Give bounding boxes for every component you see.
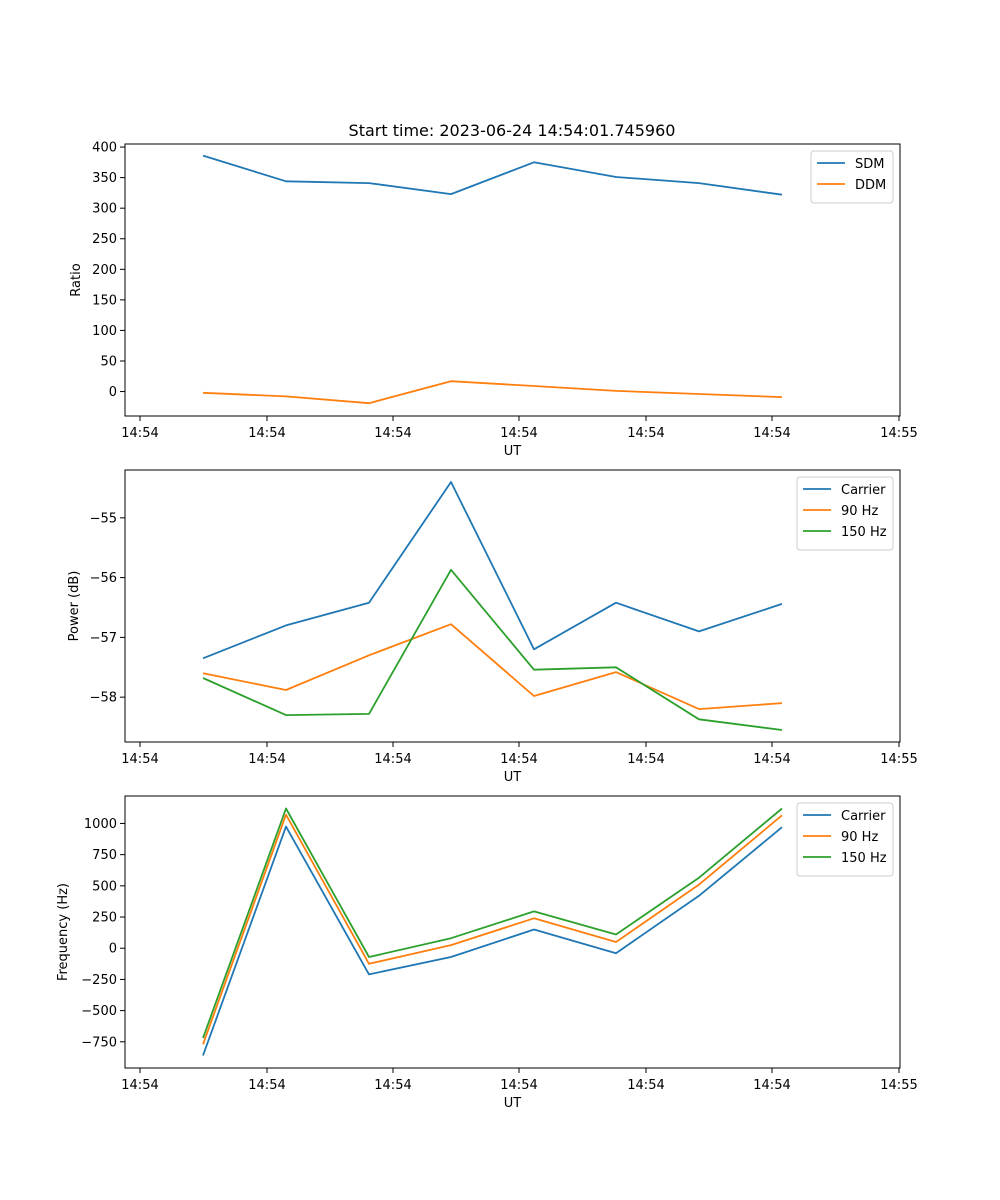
x-tick-label: 14:55 <box>880 1078 917 1093</box>
legend-label: DDM <box>855 178 886 193</box>
axes-frame <box>124 795 901 1069</box>
panel-1: 14:54 14:54 14:54 14:54 14:54 14:54 14:55 0 50 10… <box>69 141 918 459</box>
legend-label: 90 Hz <box>841 830 878 845</box>
x-tick-label: 14:54 <box>121 1078 158 1093</box>
x-tick-label: 14:54 <box>121 752 158 767</box>
y-tick-label: 1000 <box>84 817 117 832</box>
x-tick-label: 14:54 <box>374 1078 411 1093</box>
x-tick-label: 14:54 <box>753 1078 790 1093</box>
axes-frame <box>124 143 901 417</box>
x-axis-label: UT <box>504 444 522 459</box>
y-tick-label: −750 <box>81 1035 117 1050</box>
legend-label: 90 Hz <box>841 504 878 519</box>
series-line-ddm <box>202 380 783 405</box>
y-tick-label: 0 <box>109 942 117 957</box>
series-line-carrier <box>202 825 783 1056</box>
y-tick-label: 300 <box>92 202 117 217</box>
x-axis-label: UT <box>504 1096 522 1111</box>
x-tick-label: 14:54 <box>248 1078 285 1093</box>
x-tick-label: 14:54 <box>627 1078 664 1093</box>
y-tick-label: 400 <box>92 141 117 156</box>
y-axis-label: Frequency (Hz) <box>56 883 71 981</box>
y-tick-label: 100 <box>92 324 117 339</box>
y-tick-label: 0 <box>109 385 117 400</box>
legend-label: 150 Hz <box>841 525 887 540</box>
series-line-sdm <box>202 154 783 196</box>
x-tick-label: 14:54 <box>500 752 537 767</box>
series-line-carrier <box>202 481 783 660</box>
y-tick-label: 750 <box>92 848 117 863</box>
chart-title: Start time: 2023-06-24 14:54:01.745960 <box>349 121 676 140</box>
legend-label: SDM <box>855 157 884 172</box>
series-line-150-hz <box>202 568 783 731</box>
y-tick-label: 250 <box>92 911 117 926</box>
legend-box <box>810 150 894 204</box>
y-tick-label: 50 <box>100 354 117 369</box>
x-tick-label: 14:54 <box>500 426 537 441</box>
x-tick-label: 14:55 <box>880 752 917 767</box>
y-tick-label: 350 <box>92 171 117 186</box>
y-tick-label: 500 <box>92 879 117 894</box>
x-tick-label: 14:54 <box>374 752 411 767</box>
x-tick-label: 14:55 <box>880 426 917 441</box>
y-tick-label: −58 <box>90 691 117 706</box>
y-tick-label: 150 <box>92 293 117 308</box>
series-line-150-hz <box>202 807 783 1039</box>
x-tick-label: 14:54 <box>627 426 664 441</box>
x-tick-label: 14:54 <box>753 426 790 441</box>
y-tick-label: −55 <box>90 511 117 526</box>
series-line-90-hz <box>202 623 783 710</box>
x-tick-label: 14:54 <box>248 752 285 767</box>
legend-label: Carrier <box>841 483 886 498</box>
x-tick-label: 14:54 <box>500 1078 537 1093</box>
y-tick-label: −500 <box>81 1004 117 1019</box>
panel-3: 14:54 14:54 14:54 14:54 14:54 14:54 14:55 −750 −… <box>56 795 918 1111</box>
x-tick-label: 14:54 <box>374 426 411 441</box>
y-tick-label: 200 <box>92 263 117 278</box>
x-tick-label: 14:54 <box>627 752 664 767</box>
x-tick-label: 14:54 <box>121 426 158 441</box>
y-axis-label: Power (dB) <box>67 571 82 642</box>
panel-2: 14:54 14:54 14:54 14:54 14:54 14:54 14:55 −58 −5… <box>67 469 918 785</box>
x-tick-label: 14:54 <box>248 426 285 441</box>
y-tick-label: −250 <box>81 973 117 988</box>
legend-label: 150 Hz <box>841 851 887 866</box>
legend-label: Carrier <box>841 809 886 824</box>
x-axis-label: UT <box>504 770 522 785</box>
y-tick-label: −56 <box>90 571 117 586</box>
x-tick-label: 14:54 <box>753 752 790 767</box>
y-tick-label: 250 <box>92 232 117 247</box>
series-line-90-hz <box>202 813 783 1045</box>
axes-frame <box>124 469 901 743</box>
y-axis-label: Ratio <box>69 263 84 296</box>
y-tick-label: −57 <box>90 631 117 646</box>
